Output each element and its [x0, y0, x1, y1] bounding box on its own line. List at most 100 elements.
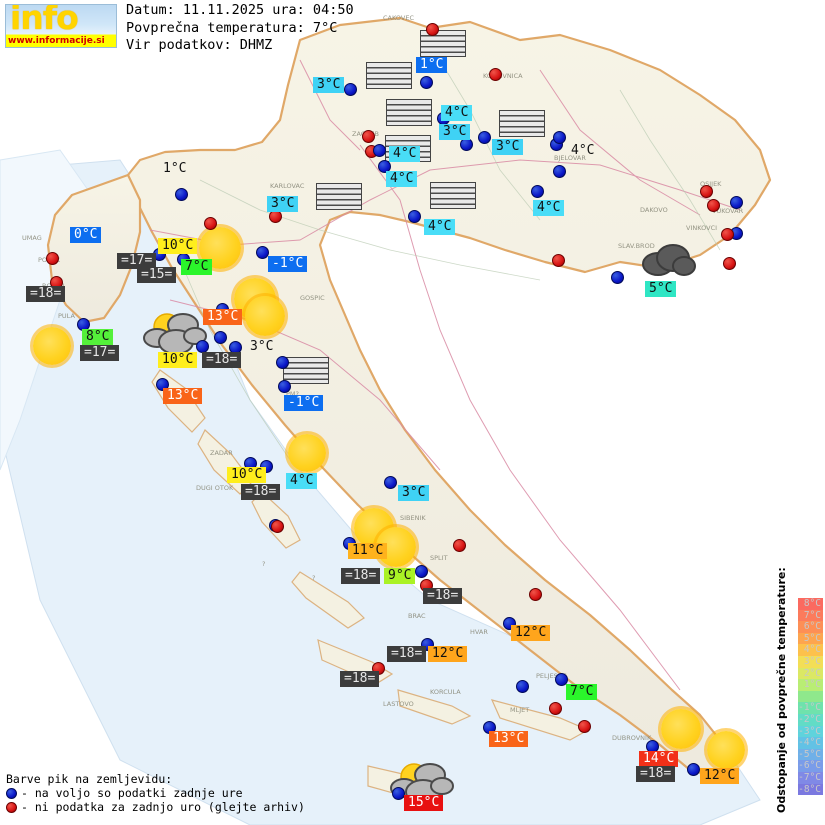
svg-text:ZADAR: ZADAR	[210, 449, 233, 457]
station-dot-stale[interactable]	[578, 720, 591, 733]
station-dot-stale[interactable]	[362, 130, 375, 143]
station-dot-current[interactable]	[687, 763, 700, 776]
station-dot-current[interactable]	[392, 787, 405, 800]
station-dot-stale[interactable]	[46, 252, 59, 265]
station-dot-stale[interactable]	[552, 254, 565, 267]
logo-wordmark: info	[10, 4, 79, 37]
svg-text:SPLIT: SPLIT	[430, 554, 448, 562]
scale-band: 2°C	[798, 667, 823, 680]
temperature-label: 10°C	[227, 467, 267, 483]
scale-band: 6°C	[798, 621, 823, 633]
svg-text:?: ?	[312, 574, 315, 582]
fog-icon	[499, 110, 545, 137]
station-dot-stale[interactable]	[271, 520, 284, 533]
temperature-label: =18=	[636, 766, 676, 782]
scale-band: 8°C	[798, 598, 823, 610]
svg-text:PULA: PULA	[58, 312, 75, 320]
station-dot-stale[interactable]	[707, 199, 720, 212]
svg-text:KOPRIVNICA: KOPRIVNICA	[483, 72, 523, 80]
scale-band: -1°C	[798, 702, 823, 714]
scale-band: 5°C	[798, 632, 823, 645]
station-dot-stale[interactable]	[453, 539, 466, 552]
temperature-label: =18=	[202, 352, 242, 368]
svg-text:GOSPIC: GOSPIC	[300, 294, 325, 302]
sun-behind-cloud-icon	[143, 308, 209, 364]
temperature-label: 4°C	[424, 219, 456, 235]
temperature-label: =18=	[341, 568, 381, 584]
station-dot-current[interactable]	[611, 271, 624, 284]
temperature-label: 8°C	[82, 329, 114, 345]
station-dot-current[interactable]	[373, 144, 386, 157]
cloud-icon	[640, 238, 696, 284]
station-dot-current[interactable]	[278, 380, 291, 393]
sun-icon	[707, 731, 745, 769]
temperature-label: 12°C	[700, 768, 740, 784]
sun-icon	[245, 296, 285, 336]
temperature-label: =15=	[137, 267, 177, 283]
temperature-label: 3°C	[398, 485, 430, 501]
station-dot-current[interactable]	[384, 476, 397, 489]
temperature-label: 3°C	[267, 196, 299, 212]
temperature-label: 4°C	[571, 143, 595, 158]
svg-text:DUBROVNIK: DUBROVNIK	[612, 734, 652, 742]
station-dot-current[interactable]	[553, 165, 566, 178]
svg-text:?: ?	[262, 560, 265, 568]
station-dot-stale[interactable]	[426, 23, 439, 36]
station-dot-current[interactable]	[156, 378, 169, 391]
temperature-label: =18=	[26, 286, 66, 302]
station-dot-current[interactable]	[415, 565, 428, 578]
dot-legend-label: - ni podatka za zadnjo uro (glejte arhiv…	[21, 800, 305, 814]
logo-url: www.informacije.si	[8, 36, 105, 46]
temperature-label: 4°C	[386, 171, 418, 187]
svg-text:PELJESAC: PELJESAC	[536, 672, 567, 680]
station-dot-stale[interactable]	[204, 217, 217, 230]
station-dot-current[interactable]	[420, 76, 433, 89]
station-dot-current[interactable]	[478, 131, 491, 144]
station-dot-current[interactable]	[175, 188, 188, 201]
dot-legend-title: Barve pik na zemljevidu:	[6, 772, 173, 786]
station-dot-current[interactable]	[553, 131, 566, 144]
station-dot-current[interactable]	[516, 680, 529, 693]
temperature-label: -1°C	[284, 395, 324, 411]
temperature-label: 13°C	[163, 388, 203, 404]
station-dot-stale[interactable]	[723, 257, 736, 270]
fog-icon	[430, 182, 476, 209]
station-dot-stale[interactable]	[700, 185, 713, 198]
svg-text:BJELOVAR: BJELOVAR	[554, 154, 586, 162]
scale-band: -2°C	[798, 713, 823, 726]
station-dot-stale[interactable]	[721, 228, 734, 241]
station-dot-current[interactable]	[730, 196, 743, 209]
svg-text:DUGI OTOK: DUGI OTOK	[196, 484, 234, 492]
svg-text:HVAR: HVAR	[470, 628, 488, 636]
svg-text:SIBENIK: SIBENIK	[400, 514, 426, 522]
deviation-color-scale: 8°C 7°C 6°C 5°C 4°C 3°C 2°C 1°C -1°C -2°C -3°C -4°C…	[798, 598, 823, 796]
scale-band	[798, 690, 823, 703]
temperature-label: 4°C	[286, 473, 318, 489]
scale-band: -4°C	[798, 737, 823, 749]
scale-title: Odstopanje od povprečne temperature:	[775, 567, 788, 813]
station-dot-current[interactable]	[214, 331, 227, 344]
temperature-label: 3°C	[313, 77, 345, 93]
info-logo[interactable]: info www.informacije.si	[5, 4, 117, 48]
station-dot-current[interactable]	[555, 673, 568, 686]
svg-text:BRAC: BRAC	[408, 612, 426, 620]
station-dot-stale[interactable]	[549, 702, 562, 715]
temperature-label: =18=	[387, 646, 427, 662]
station-dot-current[interactable]	[408, 210, 421, 223]
station-dot-current[interactable]	[531, 185, 544, 198]
svg-text:PM?: PM?	[286, 390, 299, 398]
dot-legend-label: - na voljo so podatki zadnje ure	[21, 786, 243, 800]
fog-icon	[316, 183, 362, 210]
station-dot-current[interactable]	[256, 246, 269, 259]
temperature-label: =17=	[80, 345, 120, 361]
station-dot-current[interactable]	[276, 356, 289, 369]
scale-band: -6°C	[798, 760, 823, 772]
temperature-label: 0°C	[70, 227, 102, 243]
temperature-label: 3°C	[492, 139, 524, 155]
station-dot-current[interactable]	[378, 160, 391, 173]
station-dot-stale[interactable]	[489, 68, 502, 81]
station-dot-stale[interactable]	[529, 588, 542, 601]
sun-behind-cloud-icon	[390, 758, 456, 814]
temperature-label: 4°C	[533, 200, 565, 216]
station-dot-current[interactable]	[344, 83, 357, 96]
